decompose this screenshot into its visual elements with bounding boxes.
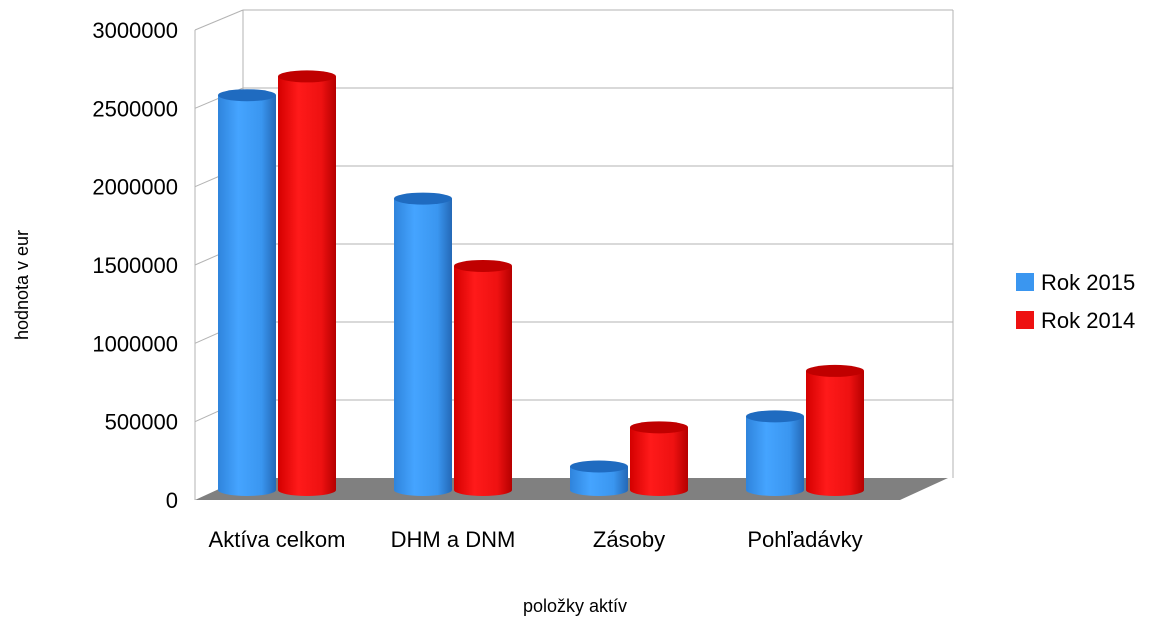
bar-rok-2014 bbox=[630, 427, 688, 496]
y-tick-label: 0 bbox=[166, 488, 178, 513]
legend-label: Rok 2015 bbox=[1041, 270, 1135, 295]
legend-swatch bbox=[1016, 311, 1034, 329]
bars bbox=[218, 70, 864, 497]
bar-top bbox=[746, 410, 804, 423]
bar-rok-2014 bbox=[454, 265, 512, 496]
bar-rok-2015 bbox=[570, 466, 628, 496]
bar-top bbox=[806, 364, 864, 377]
legend: Rok 2015 Rok 2014 bbox=[1016, 270, 1135, 333]
bar-top bbox=[570, 460, 628, 473]
y-tick-label: 2000000 bbox=[92, 175, 178, 200]
bar-rok-2014 bbox=[278, 76, 336, 497]
x-axis-title: položky aktív bbox=[523, 596, 627, 616]
y-axis-title: hodnota v eur bbox=[12, 230, 32, 340]
x-category-label: Zásoby bbox=[593, 527, 665, 552]
bar-rok-2015 bbox=[218, 95, 276, 496]
x-category-label: Aktíva celkom bbox=[209, 527, 346, 552]
x-category-label: DHM a DNM bbox=[391, 527, 516, 552]
gridline-side bbox=[194, 9, 244, 31]
bar-top bbox=[454, 259, 512, 272]
bar-top bbox=[278, 70, 336, 83]
y-tick-label: 2500000 bbox=[92, 96, 178, 121]
y-axis-ticks: 0 500000 1000000 1500000 2000000 2500000 30000… bbox=[92, 18, 178, 513]
bar-rok-2014 bbox=[806, 370, 864, 496]
y-tick-label: 3000000 bbox=[92, 18, 178, 43]
legend-label: Rok 2014 bbox=[1041, 308, 1135, 333]
bar-rok-2015 bbox=[394, 198, 452, 496]
bar-top bbox=[630, 421, 688, 434]
bar-rok-2015 bbox=[746, 416, 804, 496]
y-tick-label: 1500000 bbox=[92, 253, 178, 278]
y-tick-label: 500000 bbox=[105, 410, 178, 435]
bar-top bbox=[218, 89, 276, 102]
y-tick-label: 1000000 bbox=[92, 331, 178, 356]
bar-top bbox=[394, 192, 452, 205]
legend-swatch bbox=[1016, 273, 1034, 291]
x-category-label: Pohľadávky bbox=[747, 527, 862, 552]
x-axis-categories: Aktíva celkom DHM a DNM Zásoby Pohľadávky bbox=[209, 527, 863, 552]
